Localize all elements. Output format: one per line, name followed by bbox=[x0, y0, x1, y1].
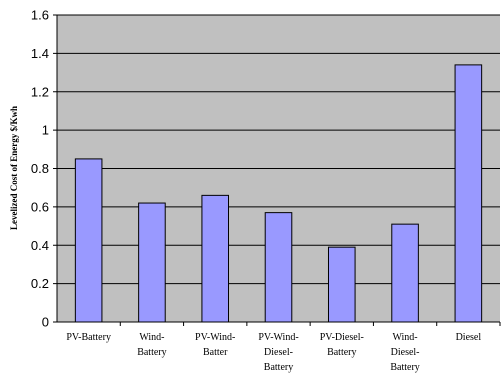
bars bbox=[74, 64, 483, 323]
x-category-label: PV-Wind- bbox=[195, 332, 235, 343]
x-category-label: Wind- bbox=[139, 332, 164, 343]
y-tick-label: 0.8 bbox=[31, 161, 49, 176]
x-category-label: Battery bbox=[264, 362, 293, 373]
y-axis-ticks: 0 0.2 0.4 0.6 0.8 1 1.2 1.4 1.6 bbox=[31, 8, 57, 330]
y-tick-label: 0.4 bbox=[31, 238, 49, 253]
x-category-label: Diesel bbox=[456, 332, 482, 343]
x-category-label: Batter bbox=[203, 347, 228, 358]
bar bbox=[454, 64, 483, 323]
bar bbox=[327, 246, 356, 323]
x-category-label: PV-Wind- bbox=[258, 332, 298, 343]
bar bbox=[201, 194, 230, 323]
bar bbox=[391, 223, 419, 323]
x-category-label: Battery bbox=[137, 347, 166, 358]
x-category-label: PV-Battery bbox=[66, 332, 111, 343]
x-category-label: Diesel- bbox=[391, 347, 420, 358]
y-axis-label: Levelized Cost of Energy $/Kwh bbox=[9, 106, 19, 230]
bar bbox=[264, 212, 293, 323]
y-tick-label: 1.2 bbox=[31, 84, 49, 99]
x-category-label: Battery bbox=[327, 347, 356, 358]
bar bbox=[138, 202, 166, 323]
x-category-label: Battery bbox=[390, 362, 419, 373]
y-tick-label: 1.4 bbox=[31, 46, 49, 61]
y-tick-label: 1.6 bbox=[31, 8, 49, 23]
y-tick-label: 1 bbox=[42, 123, 49, 138]
x-category-label: PV-Diesel- bbox=[320, 332, 364, 343]
bar bbox=[74, 158, 103, 323]
y-tick-label: 0.6 bbox=[31, 199, 49, 214]
y-tick-label: 0.2 bbox=[31, 276, 49, 291]
x-category-label: Diesel- bbox=[264, 347, 293, 358]
y-tick-label: 0 bbox=[42, 315, 49, 330]
x-category-label: Wind- bbox=[392, 332, 417, 343]
x-axis-ticks: PV-Battery Wind- Battery PV-Wind- Batter PV-W… bbox=[66, 322, 501, 373]
